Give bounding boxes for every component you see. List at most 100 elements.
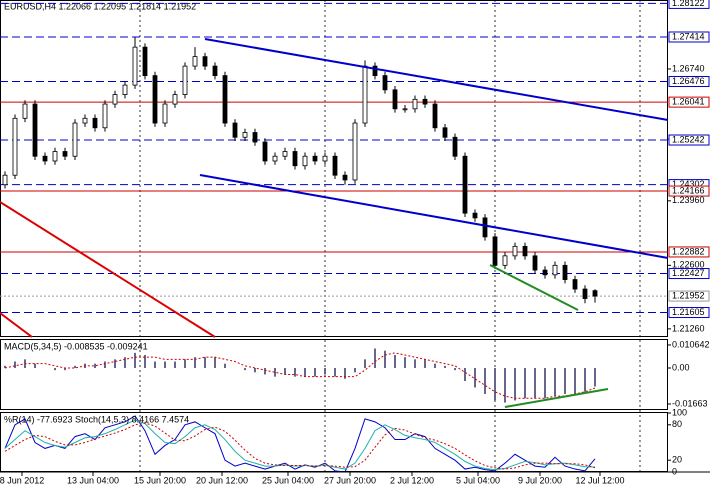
x-tick-label: 9 Jul 20:00 <box>518 475 562 485</box>
candle-body <box>512 245 518 257</box>
trend-line <box>204 38 669 121</box>
candle-body <box>192 56 198 67</box>
candle-body <box>182 65 188 95</box>
x-tick-label: 8 Jun 2012 <box>0 475 44 485</box>
level-label: 1.26476 <box>672 76 705 86</box>
level-box <box>668 134 710 146</box>
candle-body <box>72 122 78 157</box>
level-label: 1.21952 <box>672 290 705 300</box>
level-label: 1.24302 <box>672 179 705 189</box>
candle-body <box>362 65 368 124</box>
candle-body <box>132 46 138 86</box>
candle-body <box>32 103 38 157</box>
candle-body <box>552 264 558 276</box>
x-tick-label: 15 Jun 20:00 <box>134 475 186 485</box>
candle-body <box>502 255 508 266</box>
candle-body <box>282 151 288 157</box>
candle-body <box>482 217 488 238</box>
level-label: 1.24166 <box>672 185 705 195</box>
y-tick-label: 1.23960 <box>672 195 705 205</box>
indicator-title: MACD(5,34,5) -0.008535 -0.009241 <box>4 341 148 351</box>
x-tick-label: 20 Jun 12:00 <box>196 475 248 485</box>
candle-body <box>542 269 548 276</box>
level-box <box>668 268 710 280</box>
stoch-panel <box>0 412 668 472</box>
y-tick-label: 0.010642 <box>672 339 710 349</box>
candle-body <box>352 122 358 181</box>
candle-body <box>82 117 88 124</box>
candle-body <box>452 136 458 157</box>
trend-line <box>0 312 33 338</box>
trend-line <box>489 264 579 311</box>
candle-body <box>462 155 468 214</box>
y-tick-label: 0 <box>672 466 677 476</box>
y-tick-label: 1.22600 <box>672 260 705 270</box>
candle-body <box>232 122 238 138</box>
x-tick-label: 12 Jul 12:00 <box>575 475 624 485</box>
candle-body <box>42 155 48 162</box>
candle-body <box>422 98 428 105</box>
candle-body <box>342 174 348 181</box>
candle-body <box>302 155 308 167</box>
candle-body <box>92 117 98 129</box>
indicator-title: %R(14) -77.6923 Stoch(14,5,3) 8.4166 7.4… <box>4 414 189 424</box>
level-label: 1.22882 <box>672 246 705 256</box>
level-box <box>668 246 710 258</box>
candle-body <box>262 141 268 162</box>
candle-body <box>412 98 418 110</box>
candle-body <box>22 103 28 119</box>
candle-body <box>582 288 588 299</box>
level-label: 1.28122 <box>672 0 705 8</box>
level-label: 1.26041 <box>672 96 705 106</box>
level-box <box>668 96 710 108</box>
x-tick-label: 2 Jul 12:00 <box>390 475 434 485</box>
indicator-line <box>4 422 596 470</box>
candle-body <box>122 84 128 95</box>
level-box <box>668 75 710 87</box>
y-tick-label: 100 <box>672 407 687 417</box>
candle-body <box>592 290 598 297</box>
candle-body <box>222 75 228 124</box>
candle-body <box>572 279 578 290</box>
candle-body <box>112 94 118 105</box>
x-tick-label: 5 Jul 04:00 <box>456 475 500 485</box>
trend-line <box>504 388 609 408</box>
candle-body <box>382 75 388 91</box>
y-tick-label: 20 <box>672 455 682 465</box>
y-tick-label: -0.01663 <box>672 398 708 408</box>
x-tick-label: 27 Jun 20:00 <box>324 475 376 485</box>
candle-body <box>432 103 438 129</box>
y-tick-label: 0.00 <box>672 362 690 372</box>
candle-body <box>152 75 158 124</box>
candle-body <box>562 264 568 280</box>
candle-body <box>2 174 8 186</box>
y-tick-label: 1.21260 <box>672 323 705 333</box>
level-box <box>668 0 710 9</box>
x-tick-label: 25 Jun 04:00 <box>262 475 314 485</box>
candle-body <box>472 212 478 219</box>
y-tick-label: 1.26740 <box>672 63 705 73</box>
trend-line <box>199 174 669 259</box>
level-label: 1.21605 <box>672 307 705 317</box>
chart-title: EURUSD,H4 1.22066 1.22095 1.21814 1.2195… <box>4 1 196 11</box>
level-box <box>668 185 710 197</box>
level-label: 1.22427 <box>672 268 705 278</box>
candle-body <box>522 245 528 257</box>
candle-body <box>62 151 68 157</box>
candle-body <box>142 46 148 77</box>
candle-body <box>52 151 58 162</box>
candle-body <box>202 56 208 67</box>
level-box <box>668 307 710 319</box>
candle-body <box>372 65 378 77</box>
candle-body <box>102 103 108 129</box>
indicator-line <box>4 352 596 399</box>
candle-body <box>442 127 448 138</box>
candle-body <box>492 236 498 266</box>
candle-body <box>242 132 248 138</box>
candle-body <box>332 155 338 176</box>
candle-body <box>322 155 328 162</box>
candle-body <box>252 132 258 143</box>
level-box <box>668 290 710 302</box>
